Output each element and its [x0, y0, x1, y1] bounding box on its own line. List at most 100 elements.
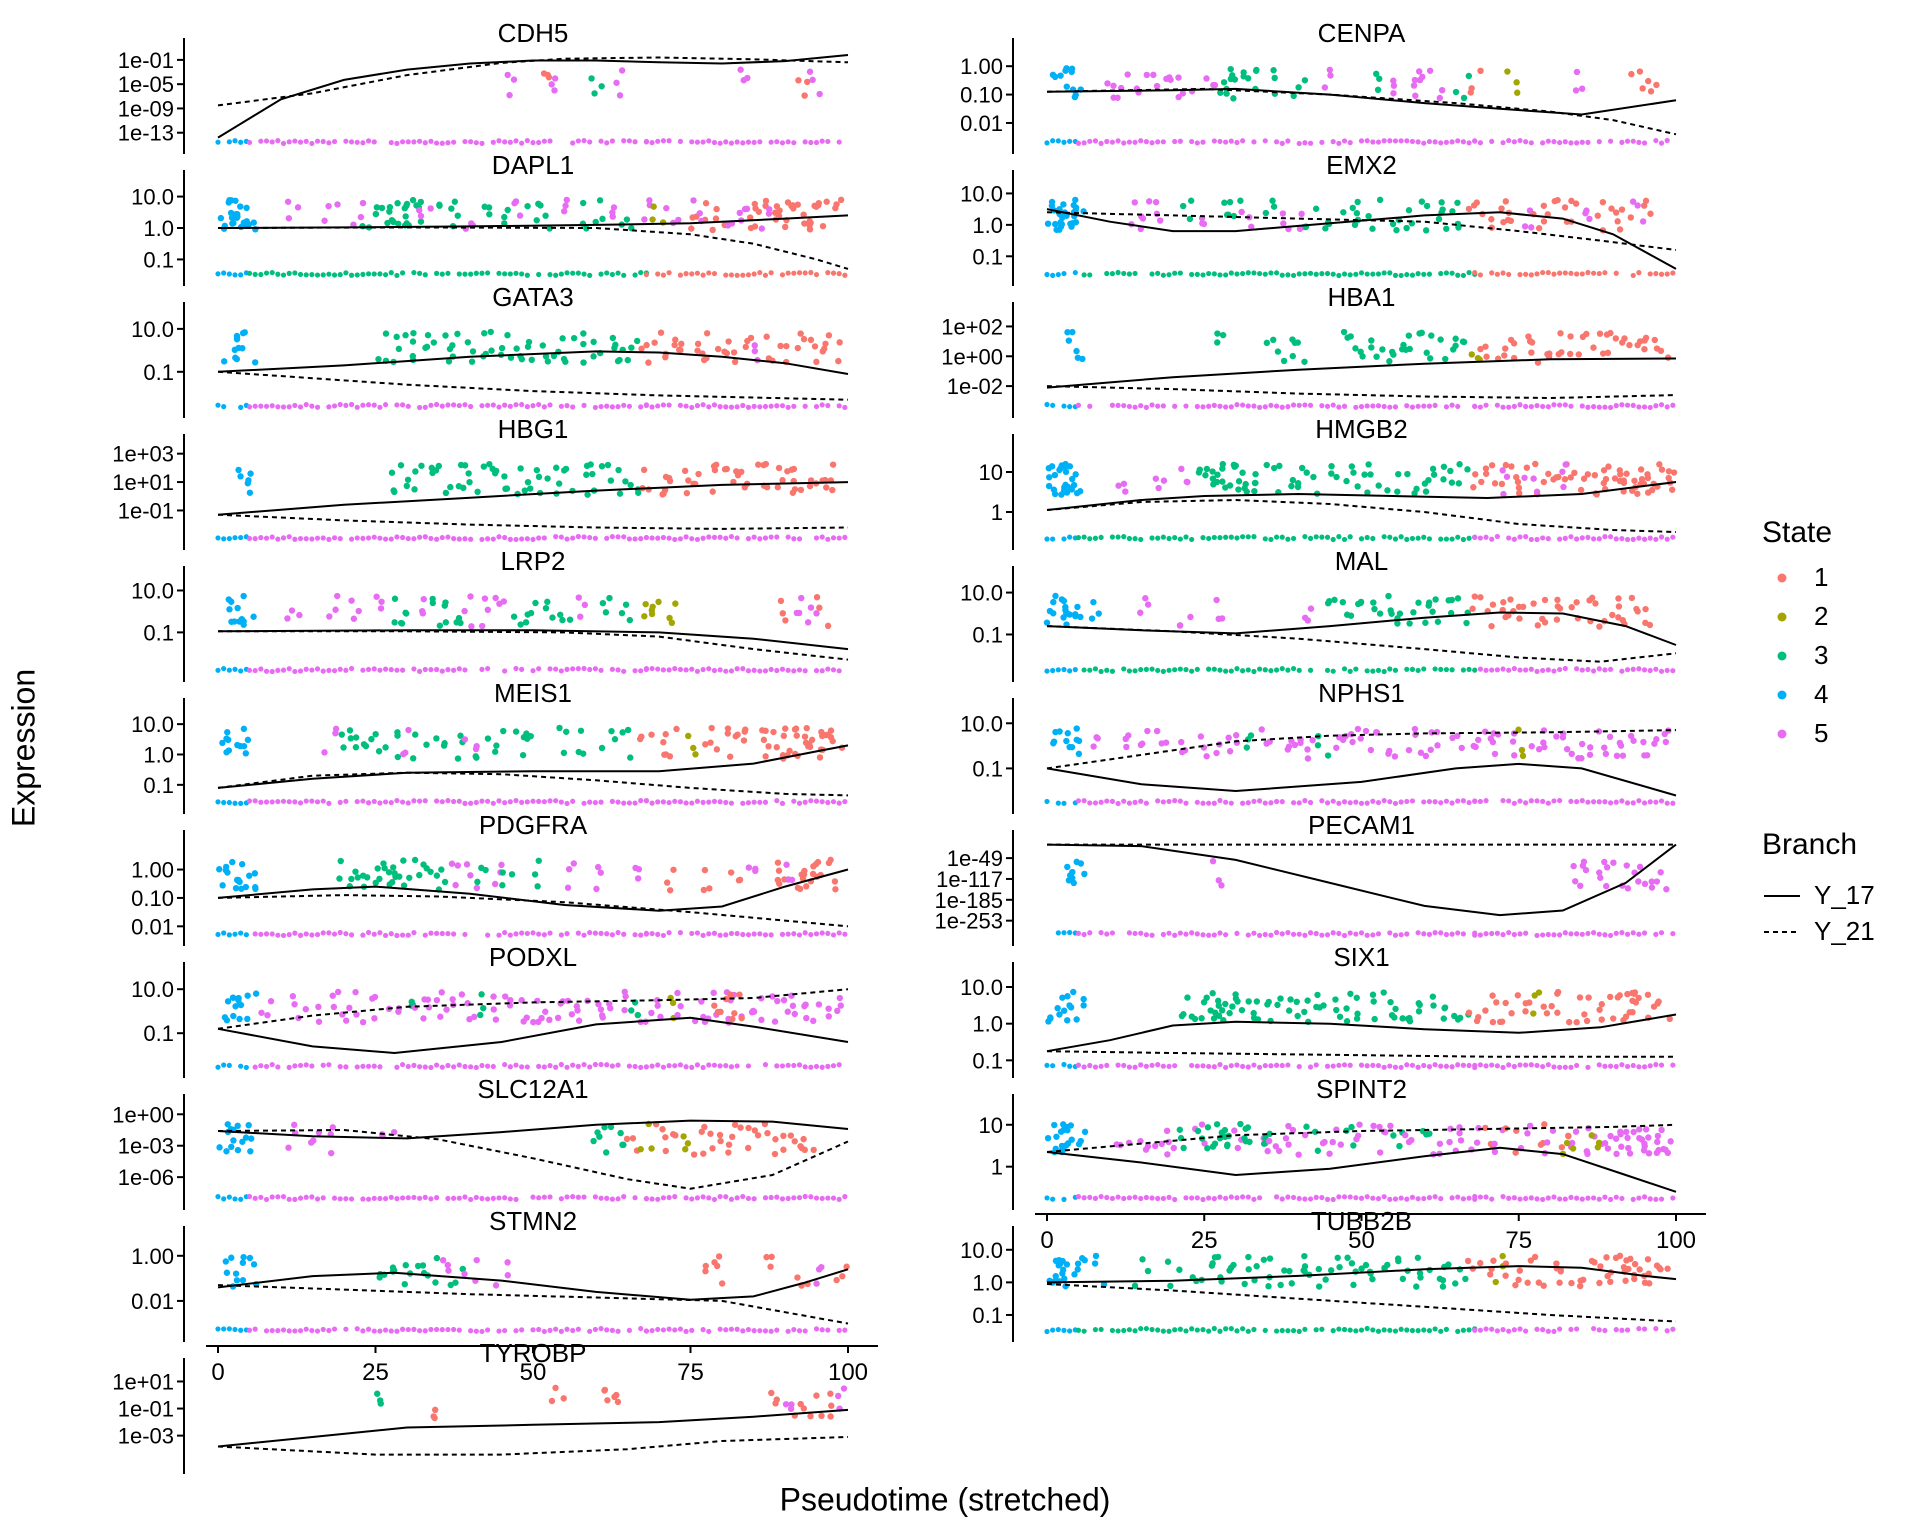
data-point — [1296, 225, 1304, 233]
data-point — [769, 993, 776, 1000]
zero-point — [411, 798, 417, 804]
branch-y17-curve — [1046, 208, 1677, 270]
data-point — [224, 998, 232, 1005]
data-point — [480, 463, 488, 470]
data-point — [745, 1124, 752, 1132]
data-point — [229, 858, 236, 866]
zero-point — [232, 535, 238, 541]
zero-point — [825, 930, 831, 936]
data-point — [806, 68, 814, 75]
data-point — [423, 865, 430, 872]
zero-point — [813, 535, 820, 541]
zero-point — [1398, 1064, 1404, 1071]
zero-point — [1460, 667, 1466, 673]
zero-point — [581, 138, 587, 144]
zero-point — [728, 1196, 735, 1202]
zero-point — [1619, 798, 1625, 804]
data-point — [1260, 1256, 1268, 1263]
data-point — [696, 210, 703, 217]
zero-point — [1268, 402, 1274, 408]
data-point — [239, 1259, 247, 1266]
zero-point — [1319, 271, 1325, 277]
data-point — [1144, 1267, 1152, 1275]
data-point — [216, 866, 223, 873]
data-point — [1059, 1270, 1066, 1277]
zero-point — [1273, 1062, 1280, 1068]
data-point — [616, 490, 624, 497]
zero-point — [768, 1328, 774, 1334]
zero-point — [1511, 1063, 1517, 1070]
data-point — [1454, 732, 1461, 740]
data-point — [789, 1002, 797, 1010]
data-point — [1429, 465, 1437, 473]
data-point — [615, 466, 622, 474]
zero-point — [791, 403, 797, 409]
zero-point — [1557, 270, 1563, 276]
zero-point — [215, 271, 221, 277]
zero-point — [1517, 137, 1523, 144]
data-point — [373, 204, 381, 211]
zero-point — [422, 798, 428, 804]
data-point — [1482, 465, 1490, 472]
zero-point — [1477, 404, 1483, 410]
data-point — [1605, 463, 1612, 470]
zero-point — [1336, 930, 1342, 937]
data-point — [1312, 205, 1320, 212]
data-point — [386, 208, 393, 215]
zero-point — [700, 139, 706, 145]
data-point — [1226, 482, 1234, 489]
data-point — [659, 1126, 666, 1133]
data-point — [1541, 1121, 1548, 1128]
zero-point — [609, 666, 615, 672]
zero-point — [1341, 1062, 1348, 1068]
zero-point — [286, 666, 292, 672]
zero-point — [252, 1326, 258, 1332]
data-point — [1626, 1009, 1633, 1016]
data-point — [378, 598, 385, 605]
data-point — [676, 346, 683, 353]
data-point — [403, 482, 411, 490]
data-point — [1075, 750, 1083, 758]
data-point — [1502, 198, 1509, 205]
zero-point — [1223, 1326, 1229, 1332]
zero-point — [238, 1063, 244, 1069]
data-point — [217, 214, 225, 222]
data-point — [791, 486, 799, 493]
data-point — [1611, 475, 1619, 482]
data-point — [1406, 1017, 1414, 1025]
zero-point — [1574, 666, 1580, 672]
zero-point — [462, 271, 468, 277]
x-tick-label: 25 — [1191, 1227, 1218, 1254]
zero-point — [490, 536, 496, 542]
data-point — [1237, 1120, 1244, 1128]
data-point — [628, 344, 635, 351]
zero-point — [1330, 402, 1336, 408]
data-point — [717, 1137, 724, 1145]
zero-point — [1081, 1064, 1087, 1070]
zero-point — [422, 534, 428, 540]
data-point — [1580, 475, 1588, 482]
data-point — [780, 1132, 787, 1140]
zero-point — [360, 271, 366, 277]
data-point — [413, 202, 420, 209]
data-point — [1315, 1265, 1322, 1273]
zero-point — [1624, 800, 1631, 806]
zero-point — [1483, 1194, 1489, 1200]
zero-point — [496, 534, 502, 540]
data-point — [451, 198, 459, 205]
zero-point — [1285, 1194, 1291, 1200]
zero-point — [226, 1194, 232, 1200]
zero-point — [757, 799, 763, 805]
data-point — [410, 329, 417, 337]
data-point — [1152, 475, 1160, 482]
data-point — [1156, 217, 1164, 224]
zero-point — [1302, 533, 1308, 540]
data-point — [1245, 1266, 1252, 1273]
data-point — [794, 1274, 801, 1281]
data-point — [1402, 346, 1410, 353]
data-point — [568, 1011, 576, 1018]
data-point — [216, 1144, 223, 1151]
branch-y21-curve — [217, 771, 849, 797]
zero-point — [297, 535, 304, 542]
data-point — [330, 1003, 338, 1011]
